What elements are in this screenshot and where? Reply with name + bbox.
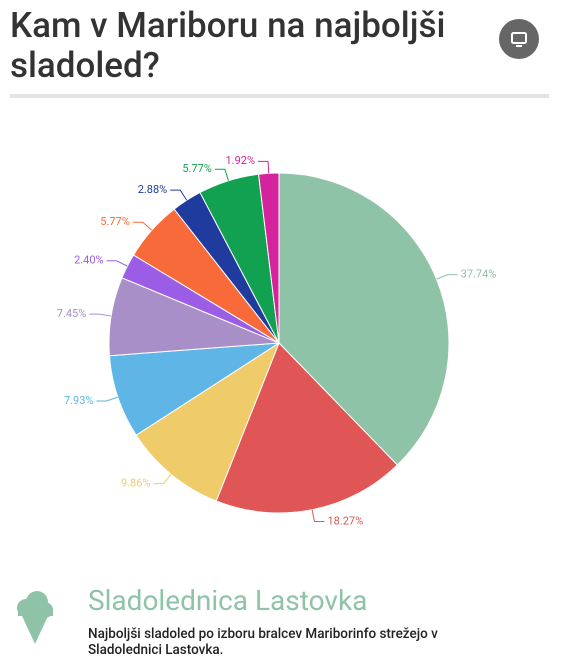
data-label: 5.77% <box>100 215 130 228</box>
data-label: 2.88% <box>138 183 168 196</box>
data-label: 5.77% <box>182 162 212 175</box>
data-label: 9.86% <box>121 477 151 490</box>
divider <box>10 94 549 98</box>
leader-line <box>106 260 128 267</box>
display-button[interactable] <box>499 19 539 59</box>
data-label: 7.45% <box>57 307 87 320</box>
data-label: 2.40% <box>74 254 104 267</box>
page-title: Kam v Mariboru na najboljši sladoled? <box>10 5 446 86</box>
leader-line <box>311 509 325 523</box>
leader-line <box>153 474 172 485</box>
leader-line <box>170 189 188 201</box>
data-label: 37.74% <box>461 268 497 281</box>
footer-heading: Sladolednica Lastovka <box>88 584 368 617</box>
leader-line <box>132 221 153 231</box>
data-label: 7.93% <box>64 394 94 407</box>
leader-line <box>89 313 112 317</box>
data-label: 1.92% <box>226 154 256 167</box>
footer-text: Najboljši sladoled po izboru bralcev Mar… <box>88 626 438 658</box>
leader-line <box>436 274 458 280</box>
leader-line <box>96 396 119 402</box>
display-icon <box>511 32 527 47</box>
leader-line <box>214 168 229 181</box>
pie-slice <box>278 172 450 466</box>
ice-cream-icon <box>17 591 53 644</box>
chart: 37.74% 18.27% 9.86% 7.93% 7.45% 2.40% 5.77% 2.8… <box>57 154 497 527</box>
data-label: 18.27% <box>327 514 363 527</box>
leader-line <box>258 160 270 174</box>
